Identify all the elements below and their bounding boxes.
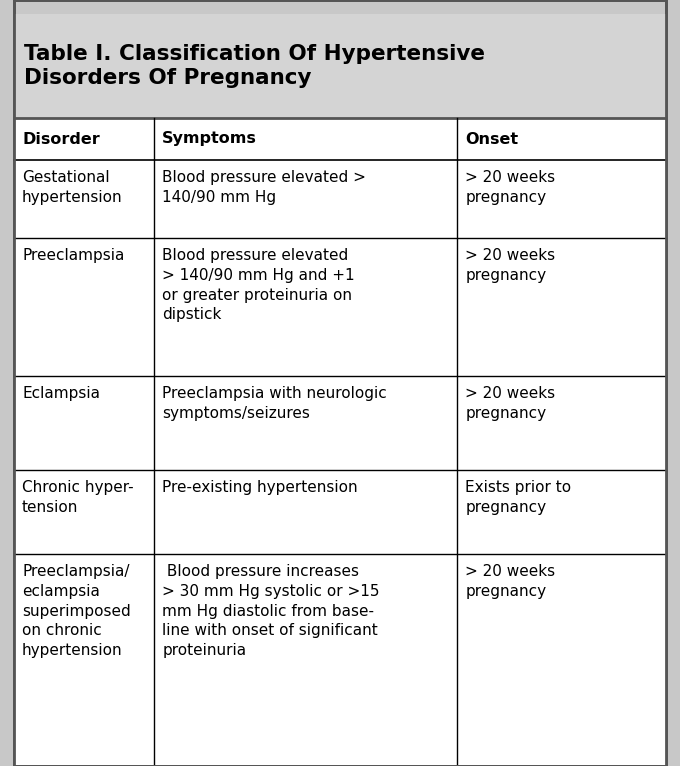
Text: Symptoms: Symptoms <box>163 132 257 146</box>
Text: Preeclampsia/
eclampsia
superimposed
on chronic
hypertension: Preeclampsia/ eclampsia superimposed on … <box>22 564 131 658</box>
Text: Chronic hyper-
tension: Chronic hyper- tension <box>22 480 134 515</box>
Text: > 20 weeks
pregnancy: > 20 weeks pregnancy <box>465 564 556 599</box>
Text: Table I. Classification Of Hypertensive
Disorders Of Pregnancy: Table I. Classification Of Hypertensive … <box>24 44 485 88</box>
Text: > 20 weeks
pregnancy: > 20 weeks pregnancy <box>465 248 556 283</box>
Text: Blood pressure elevated
> 140/90 mm Hg and +1
or greater proteinuria on
dipstick: Blood pressure elevated > 140/90 mm Hg a… <box>163 248 355 322</box>
Text: Exists prior to
pregnancy: Exists prior to pregnancy <box>465 480 571 515</box>
Text: Blood pressure elevated >
140/90 mm Hg: Blood pressure elevated > 140/90 mm Hg <box>163 170 366 205</box>
Text: Preeclampsia: Preeclampsia <box>22 248 124 263</box>
Text: Preeclampsia with neurologic
symptoms/seizures: Preeclampsia with neurologic symptoms/se… <box>163 386 387 421</box>
Bar <box>14 14 666 118</box>
Bar <box>14 118 666 766</box>
Text: Eclampsia: Eclampsia <box>22 386 100 401</box>
Text: Onset: Onset <box>465 132 518 146</box>
Text: > 20 weeks
pregnancy: > 20 weeks pregnancy <box>465 170 556 205</box>
Text: Disorder: Disorder <box>22 132 100 146</box>
Text: Blood pressure increases
> 30 mm Hg systolic or >15
mm Hg diastolic from base-
l: Blood pressure increases > 30 mm Hg syst… <box>163 564 379 658</box>
Text: Gestational
hypertension: Gestational hypertension <box>22 170 122 205</box>
Text: > 20 weeks
pregnancy: > 20 weeks pregnancy <box>465 386 556 421</box>
Text: Pre-existing hypertension: Pre-existing hypertension <box>163 480 358 495</box>
